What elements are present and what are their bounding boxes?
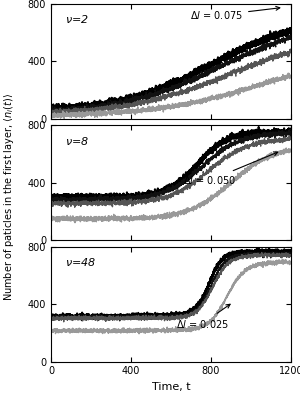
- X-axis label: Time, t: Time, t: [152, 382, 190, 392]
- Text: $\nu$=8: $\nu$=8: [65, 134, 89, 147]
- Text: $\Delta l$ = 0.075: $\Delta l$ = 0.075: [190, 6, 280, 21]
- Text: $\Delta l$ = 0.050: $\Delta l$ = 0.050: [183, 152, 278, 186]
- Text: $\Delta l$ = 0.025: $\Delta l$ = 0.025: [176, 304, 230, 330]
- Text: $\nu$=2: $\nu$=2: [65, 13, 89, 25]
- Text: Number of paticles in the first layer, $\langle n_i(t)\rangle$: Number of paticles in the first layer, $…: [2, 92, 16, 301]
- Text: $\nu$=48: $\nu$=48: [65, 256, 97, 268]
